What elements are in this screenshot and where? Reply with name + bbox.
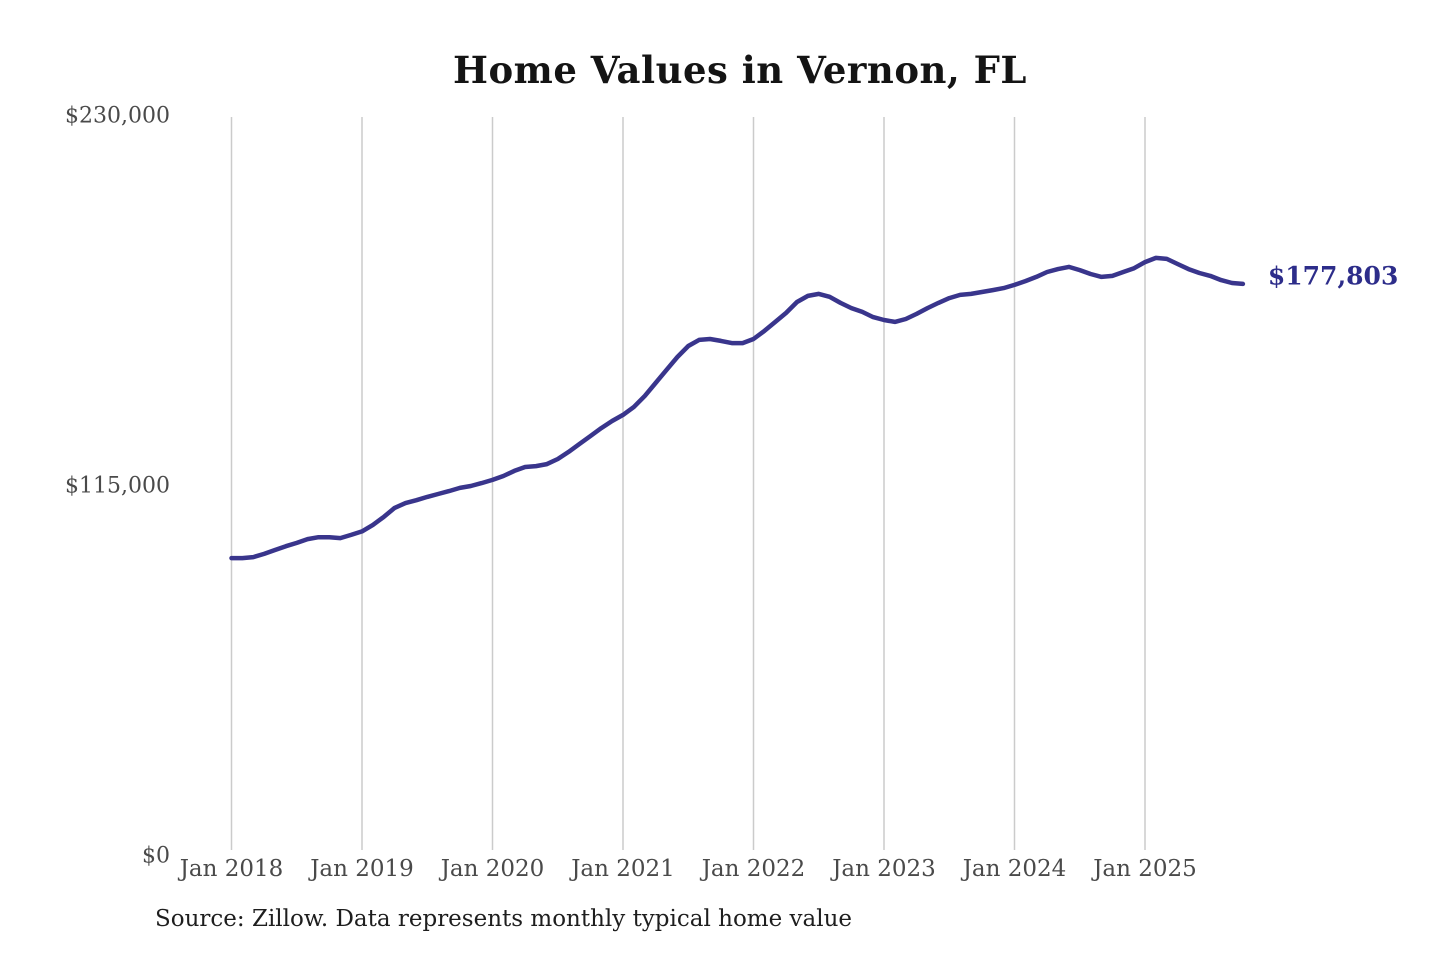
x-tick-label: Jan 2020	[440, 856, 545, 882]
latest-value-label: $177,803	[1267, 261, 1399, 291]
y-tick-label: $115,000	[65, 473, 170, 499]
x-tick-label: Jan 2023	[832, 856, 936, 882]
gridlines	[230, 117, 1146, 850]
source-note: Source: Zillow. Data represents monthly …	[155, 906, 853, 932]
x-tick-label: Jan 2019	[310, 856, 414, 882]
y-tick-label: $0	[142, 843, 170, 869]
x-tick-label: Jan 2022	[701, 856, 806, 882]
x-tick-label: Jan 2021	[571, 856, 675, 882]
x-tick-label: Jan 2018	[179, 856, 284, 882]
x-tick-label: Jan 2025	[1093, 856, 1197, 882]
chart-title: Home Values in Vernon, FL	[453, 48, 1027, 92]
home-value-line	[229, 255, 1246, 561]
x-tick-label: Jan 2024	[962, 856, 1067, 882]
y-tick-label: $230,000	[65, 103, 170, 129]
